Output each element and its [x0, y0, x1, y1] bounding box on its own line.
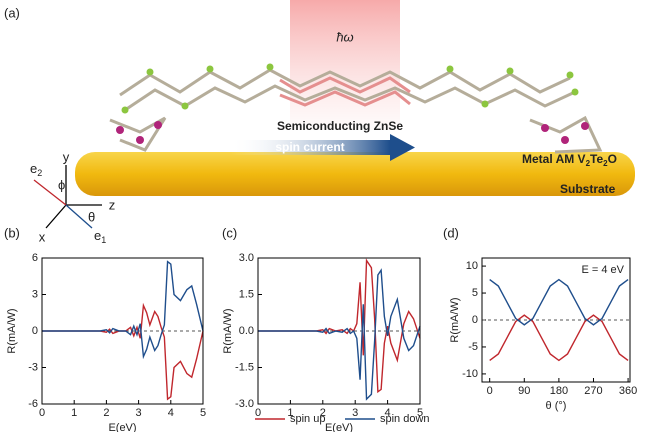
annotation: E = 4 eV: [581, 264, 624, 276]
y-tick-label: -1.5: [235, 361, 254, 373]
panel-label: (d): [443, 225, 459, 240]
x-tick-label: 0: [255, 407, 261, 419]
y-tick-label: -6: [28, 398, 38, 410]
x-axis-label: E(eV): [108, 422, 136, 432]
sub: 1: [101, 235, 106, 245]
metal-text: Te: [590, 152, 603, 166]
metal-text: O: [608, 152, 617, 166]
y-axis-label: R(mA/W): [6, 308, 18, 353]
axis-phi: ϕ: [58, 177, 65, 192]
y-axis-label: R(mA/W): [222, 308, 234, 353]
y-tick-label: -3.0: [235, 398, 254, 410]
y-tick-label: 1.5: [239, 288, 254, 300]
x-tick-label: 5: [200, 407, 206, 419]
light-beam: [290, 0, 400, 130]
y-tick-label: -3: [28, 361, 38, 373]
e: e: [30, 161, 37, 176]
data-line: [42, 305, 203, 399]
y-tick-label: 0: [472, 314, 478, 326]
x-tick-label: 180: [550, 385, 568, 397]
y-tick-label: 3.0: [239, 252, 254, 264]
panel-label: (a): [4, 5, 20, 20]
sub: 2: [37, 168, 42, 178]
axis-y: y: [63, 149, 70, 164]
legend-label: spin up: [290, 413, 325, 425]
y-axis-label: R(mA/W): [449, 297, 461, 342]
axis-z: z: [109, 197, 116, 212]
data-line: [42, 262, 203, 357]
x-tick-label: 4: [168, 407, 174, 419]
x-axis-label: E(eV): [325, 422, 353, 432]
metal-label: Metal AM V2Te2O: [522, 152, 617, 168]
x-tick-label: 0: [487, 385, 493, 397]
y-tick-label: 0.0: [239, 325, 254, 337]
x-axis-label: θ (°): [546, 400, 567, 412]
x-tick-label: 270: [584, 385, 602, 397]
x-tick-label: 3: [352, 407, 358, 419]
x-tick-label: 2: [103, 407, 109, 419]
y-tick-label: 10: [466, 260, 478, 272]
photon-label: ħω: [336, 29, 353, 44]
substrate-label: Substrate: [560, 182, 616, 196]
y-tick-label: -10: [462, 368, 478, 380]
arrow-label: spin current: [275, 140, 344, 154]
axis-e1: e1: [94, 228, 106, 245]
y-tick-label: 0: [32, 325, 38, 337]
data-line: [490, 280, 628, 325]
panel-label: (b): [4, 225, 20, 240]
x-tick-label: 3: [136, 407, 142, 419]
figure: ħω Semiconducting ZnSe spin current Meta…: [0, 0, 665, 432]
layer-label: Semiconducting ZnSe: [277, 119, 403, 133]
axis-theta: θ: [88, 209, 95, 224]
panel-label: (c): [222, 225, 237, 240]
data-line: [258, 260, 420, 391]
x-tick-label: 360: [619, 385, 637, 397]
y-tick-label: -5: [468, 341, 478, 353]
data-line: [258, 270, 420, 399]
data-line: [490, 315, 628, 360]
legend-label: spin down: [380, 413, 430, 425]
y-tick-label: 3: [32, 288, 38, 300]
y-tick-label: 5: [472, 287, 478, 299]
x-tick-label: 1: [71, 407, 77, 419]
axis-x: x: [39, 229, 46, 244]
x-tick-label: 0: [39, 407, 45, 419]
schematic: ħω Semiconducting ZnSe spin current Meta…: [30, 0, 635, 245]
axis-e2: e2: [30, 161, 42, 178]
y-tick-label: 6: [32, 252, 38, 264]
x-tick-label: 90: [518, 385, 530, 397]
e: e: [94, 228, 101, 243]
metal-text: Metal AM V: [522, 152, 586, 166]
